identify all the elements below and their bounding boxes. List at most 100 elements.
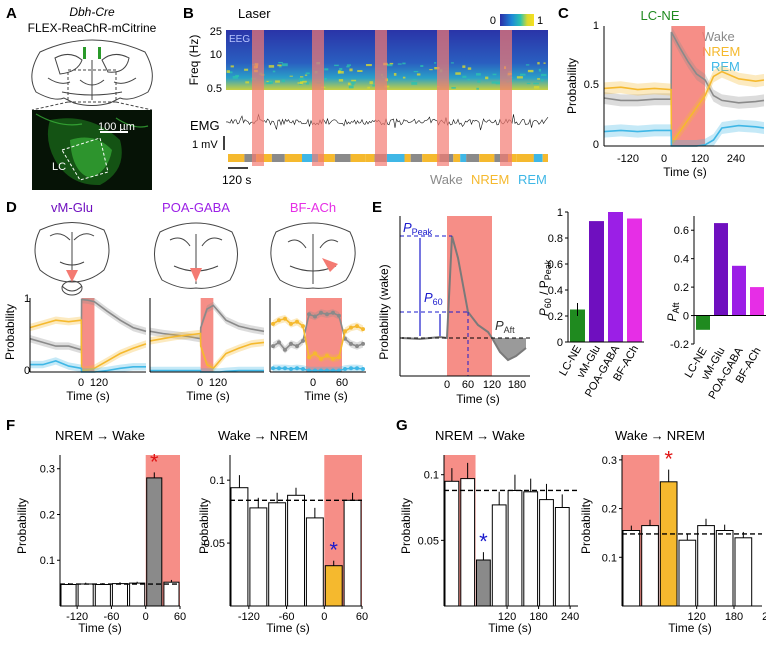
p-peak-label: PPeak — [403, 220, 433, 237]
spectral-power-spot — [462, 65, 466, 68]
data-point-wake — [361, 341, 365, 346]
g-nrem-to-wake-bar-chart: * 0.05 0.1 120 180 240 — [418, 455, 579, 623]
x-tick-label: 180 — [529, 611, 547, 623]
f-wake-to-nrem-bar-chart: * 0.05 0.1 -120 -60 0 60 — [204, 455, 368, 623]
chart-title: BF-ACh — [290, 200, 336, 215]
data-point-wake — [295, 344, 299, 349]
panel-b: B Laser EEG Freq (Hz) 25 10 0.5 0 1 EMG … — [183, 5, 549, 187]
histogram-bar — [523, 491, 539, 607]
data-point-wake — [337, 313, 341, 318]
spectral-power-spot — [397, 63, 402, 65]
series-band-nrem — [604, 65, 764, 146]
panel-a: A Dbh-Cre FLEX-ReaChR-mCitrine 100 µm — [6, 5, 157, 190]
panel-letter: G — [396, 417, 408, 434]
fiber-right — [98, 47, 101, 59]
series-line-wake — [149, 304, 265, 340]
spectral-power-spot — [357, 70, 363, 72]
data-point-nrem — [301, 324, 305, 329]
x-tick-label: -60 — [279, 611, 295, 623]
x-tick: 120 — [90, 377, 108, 389]
histogram-bar — [622, 530, 641, 607]
series-line-nrem — [29, 319, 147, 372]
histogram-bar — [476, 559, 491, 607]
y-tick-label: 0.4 — [548, 285, 563, 297]
series-line-nrem — [603, 70, 765, 147]
data-point-rem — [289, 367, 293, 371]
laser-window — [81, 298, 95, 372]
spectral-power-spot — [347, 82, 351, 86]
series-band-nrem — [30, 316, 146, 372]
x-tick-label: 0 — [143, 611, 149, 623]
histogram-bar — [539, 499, 554, 607]
spectral-power-spot — [495, 81, 501, 85]
spectral-power-spot — [411, 82, 418, 85]
eeg-label: EEG — [229, 34, 250, 45]
spectral-power-spot — [346, 64, 351, 66]
brain-section-illustration — [31, 39, 153, 106]
y-tick-label: 0 — [557, 337, 563, 349]
spectral-power-spot — [268, 65, 275, 68]
spectral-power-spot — [533, 86, 540, 89]
panel-letter: D — [6, 199, 17, 216]
data-point-nrem — [325, 353, 329, 358]
series-line-wake — [603, 31, 765, 104]
y-tick-label: 0.2 — [602, 504, 617, 516]
x-tick: 0 — [444, 379, 450, 391]
histogram-bar — [60, 584, 77, 607]
spectral-power-spot — [429, 69, 433, 71]
spectral-power-spot — [277, 64, 282, 67]
region-label: LC — [52, 161, 66, 173]
y-tick-label: 0.6 — [548, 259, 563, 271]
spectral-power-spot — [337, 71, 344, 74]
hypnogram-segment — [386, 154, 405, 162]
x-tick: 180 — [508, 379, 526, 391]
data-point-rem — [301, 367, 305, 371]
spectral-power-spot — [245, 81, 250, 84]
legend-nrem: NREM — [471, 172, 509, 187]
data-point-wake — [331, 310, 335, 315]
x-tick: 120 — [483, 379, 501, 391]
bar — [627, 218, 642, 342]
spec-ytick: 0.5 — [207, 83, 222, 95]
series-band-wake — [150, 301, 264, 343]
bar — [570, 309, 585, 342]
y-tick-label: 0.2 — [548, 311, 563, 323]
chart-title: LC-NE — [640, 8, 679, 23]
emg-label: EMG — [190, 118, 220, 133]
histogram-bar — [491, 504, 507, 607]
hypnogram-segment — [350, 154, 366, 162]
series-band-rem — [604, 119, 764, 146]
spectral-power-spot — [305, 72, 310, 75]
hypnogram-segment — [422, 154, 440, 162]
spec-ylabel: Freq (Hz) — [187, 35, 201, 86]
data-point-wake — [307, 312, 311, 317]
x-tick-label: 0 — [321, 611, 327, 623]
data-point-rem — [361, 367, 365, 371]
spectral-power-spot — [516, 76, 523, 79]
spectral-power-spot — [541, 79, 544, 82]
spectral-power-spot — [538, 68, 541, 72]
x-axis-label: Time (s) — [78, 621, 122, 635]
spectral-power-spot — [351, 79, 357, 82]
colorbar: 0 1 — [490, 14, 543, 27]
bar1-ylabel: P60 / PPeak — [537, 259, 553, 316]
y-tick: 1 — [24, 293, 30, 305]
data-point-nrem — [295, 319, 299, 324]
spectral-power-spot — [450, 62, 454, 64]
after-area — [492, 338, 526, 360]
x-axis-label: Time (s) — [66, 389, 110, 403]
spectral-power-spot — [324, 68, 329, 71]
histogram-bar — [678, 539, 697, 607]
data-point-rem — [349, 366, 353, 371]
legend-wake: Wake — [702, 29, 735, 44]
spectral-power-spot — [526, 82, 531, 85]
histogram-bar — [715, 530, 734, 607]
spectral-power-spot — [268, 80, 273, 84]
x-tick-label: 120 — [687, 611, 705, 623]
x-axis-label: Time (s) — [663, 165, 707, 179]
spectral-power-spot — [476, 87, 479, 90]
data-point-wake — [319, 310, 323, 315]
histogram-bar — [249, 507, 268, 607]
y-axis-label: Probability — [3, 304, 17, 360]
